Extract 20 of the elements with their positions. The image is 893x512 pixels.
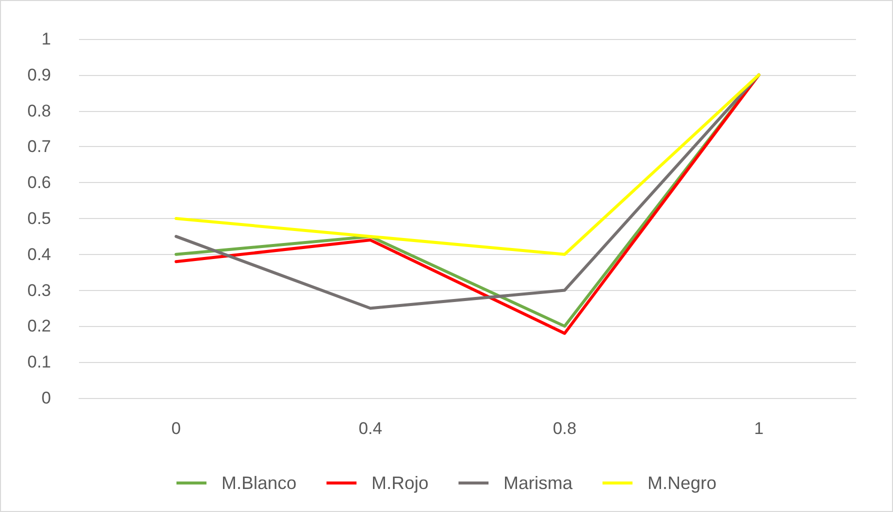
- y-tick-label: 0: [42, 388, 51, 408]
- y-tick-label: 0.2: [27, 316, 51, 336]
- legend-label: Marisma: [504, 473, 574, 493]
- y-tick-label: 0.3: [27, 280, 51, 300]
- x-tick-label: 0.4: [358, 419, 382, 438]
- y-tick-label: 0.6: [27, 173, 51, 192]
- y-tick-label: 0.9: [27, 65, 51, 84]
- y-tick-label: 0.4: [27, 244, 51, 264]
- y-tick-label: 1: [42, 30, 51, 48]
- x-tick-label: 0: [171, 419, 181, 438]
- x-tick-label: 1: [754, 419, 764, 438]
- y-tick-label: 0.1: [27, 352, 51, 372]
- y-tick-label: 0.8: [27, 101, 51, 120]
- y-tick-label: 0.5: [27, 209, 51, 228]
- legend-label: M.Negro: [648, 473, 717, 493]
- x-tick-label: 0.8: [552, 419, 576, 438]
- line-series: [174, 73, 760, 256]
- y-tick-label: 0.7: [27, 137, 51, 156]
- legend-label: M.Rojo: [371, 473, 429, 493]
- legend-label: M.Blanco: [221, 473, 297, 493]
